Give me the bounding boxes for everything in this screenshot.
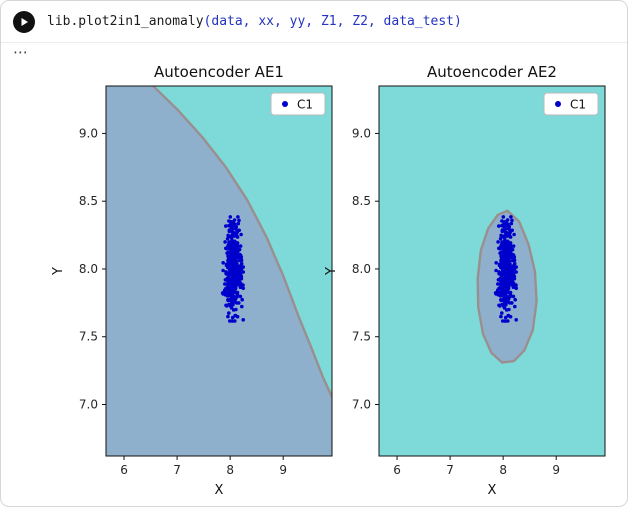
code-args: (data, xx, yy, Z1, Z2, data_test)	[203, 14, 462, 29]
scatter-cluster	[493, 215, 518, 323]
decision-region-overlay	[153, 86, 332, 397]
subplot-2: 6 7 8 9 7.0 7.5 8.0 8.5 9.0 Autoencoder AE2 X Y C1	[324, 63, 606, 498]
x-tick-label: 6	[393, 463, 401, 477]
y-tick-label: 8.5	[79, 194, 98, 208]
axes-spines	[378, 85, 606, 457]
legend-box	[270, 92, 326, 116]
play-icon	[21, 17, 28, 26]
y-tick-label: 7.5	[79, 330, 98, 344]
cell-options-ellipsis[interactable]: ⋯	[13, 43, 29, 61]
x-tick-label: 7	[446, 463, 454, 477]
y-axis-label: Y	[324, 267, 339, 276]
x-tick-label: 9	[279, 463, 287, 477]
axes-spines	[105, 85, 333, 457]
x-tick-label: 8	[226, 463, 234, 477]
legend-label: C1	[570, 98, 586, 112]
y-tick-label: 7.5	[352, 330, 371, 344]
x-axis-label: X	[215, 483, 224, 498]
code-function: lib.plot2in1_anomaly	[47, 14, 204, 29]
scatter-cluster	[220, 215, 245, 323]
matplotlib-figure: 6 7 8 9 7.0 7.5 8.0 8.5 9.0 Autoencoder AE1 X Y C1 6 7…	[51, 63, 606, 498]
x-tick-label: 6	[120, 463, 128, 477]
y-axis-label: Y	[51, 267, 66, 276]
x-tick-label: 9	[552, 463, 560, 477]
code-line[interactable]: lib.plot2in1_anomaly(data, xx, yy, Z1, Z…	[47, 14, 462, 29]
y-tick-label: 8.0	[352, 262, 371, 276]
legend-box	[543, 92, 599, 116]
cell-header: lib.plot2in1_anomaly(data, xx, yy, Z1, Z…	[1, 1, 627, 43]
figure-output: 6 7 8 9 7.0 7.5 8.0 8.5 9.0 Autoencoder AE1 X Y C1 6 7…	[1, 49, 627, 506]
legend-marker	[282, 101, 288, 107]
y-tick-label: 7.0	[352, 397, 371, 411]
y-tick-label: 8.0	[79, 262, 98, 276]
legend-label: C1	[297, 98, 313, 112]
x-axis-label: X	[488, 483, 497, 498]
decision-boundary	[151, 86, 332, 400]
y-tick-label: 9.0	[79, 126, 98, 140]
y-tick-label: 8.5	[352, 194, 371, 208]
y-tick-label: 9.0	[352, 126, 371, 140]
subplot-title: Autoencoder AE2	[427, 63, 557, 81]
subplot-1: 6 7 8 9 7.0 7.5 8.0 8.5 9.0 Autoencoder AE1 X Y C1	[51, 63, 333, 498]
x-tick-label: 7	[173, 463, 181, 477]
x-tick-label: 8	[499, 463, 507, 477]
y-tick-label: 7.0	[79, 397, 98, 411]
run-cell-button[interactable]	[13, 10, 35, 33]
decision-boundary	[476, 209, 538, 364]
subplot-title: Autoencoder AE1	[154, 63, 284, 81]
legend-marker	[555, 101, 561, 107]
